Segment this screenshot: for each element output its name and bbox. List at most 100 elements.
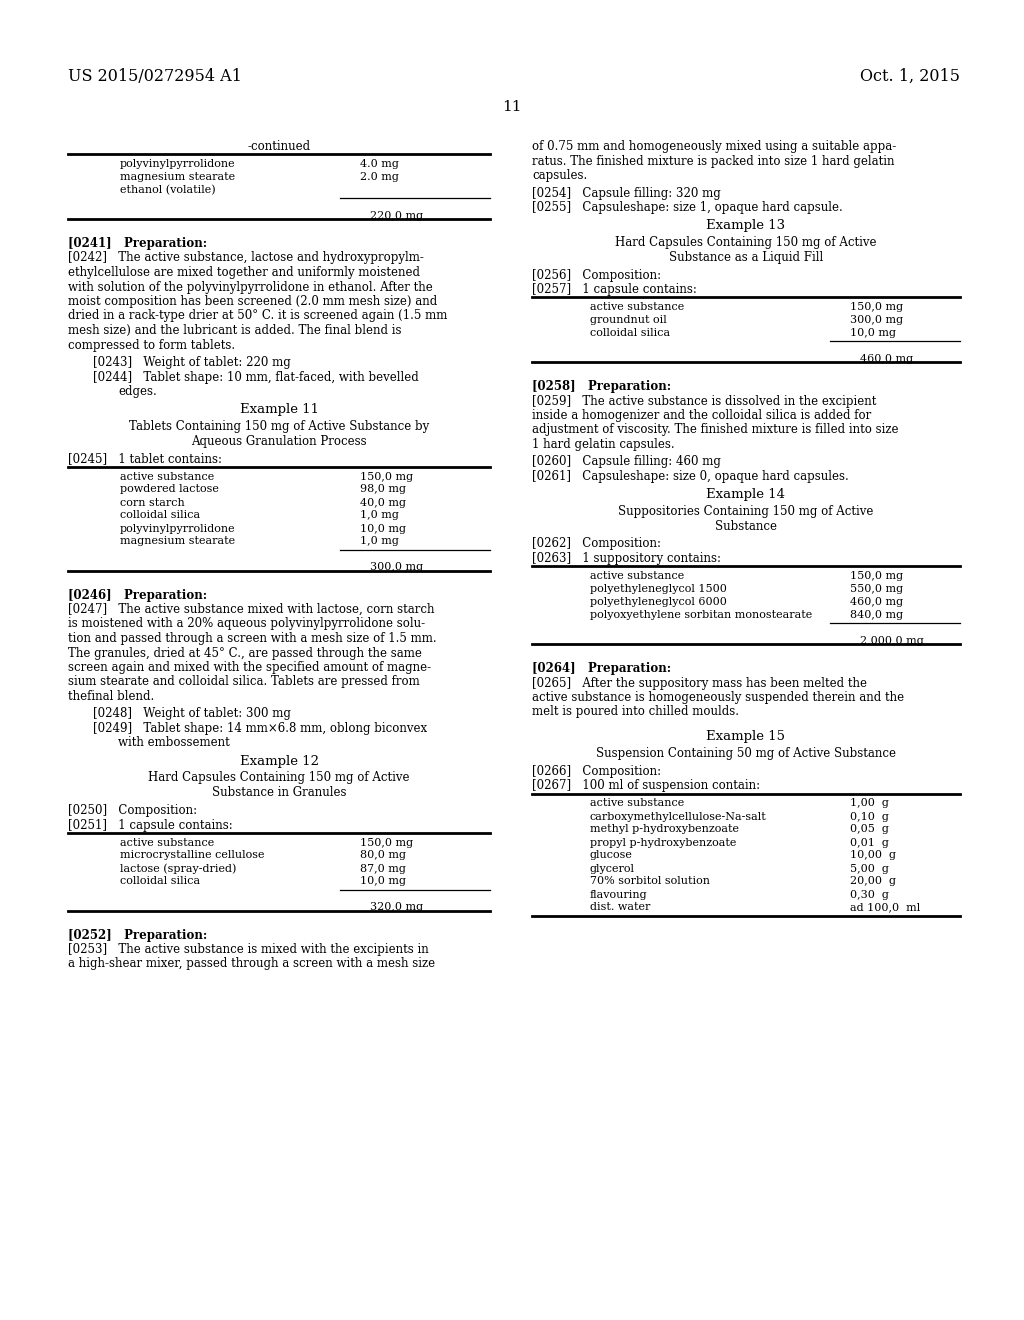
Text: [0247]   The active substance mixed with lactose, corn starch: [0247] The active substance mixed with l…	[68, 603, 434, 616]
Text: microcrystalline cellulose: microcrystalline cellulose	[120, 850, 264, 861]
Text: [0242]   The active substance, lactose and hydroxypropylm-: [0242] The active substance, lactose and…	[68, 252, 424, 264]
Text: 20,00  g: 20,00 g	[850, 876, 896, 887]
Text: polyoxyethylene sorbitan monostearate: polyoxyethylene sorbitan monostearate	[590, 610, 812, 620]
Text: 87,0 mg: 87,0 mg	[360, 863, 406, 874]
Text: 1,0 mg: 1,0 mg	[360, 536, 399, 546]
Text: [0252]   Preparation:: [0252] Preparation:	[68, 928, 207, 941]
Text: Suppositories Containing 150 mg of Active: Suppositories Containing 150 mg of Activ…	[618, 506, 873, 517]
Text: melt is poured into chilled moulds.: melt is poured into chilled moulds.	[532, 705, 739, 718]
Text: [0267]   100 ml of suspension contain:: [0267] 100 ml of suspension contain:	[532, 780, 760, 792]
Text: Tablets Containing 150 mg of Active Substance by: Tablets Containing 150 mg of Active Subs…	[129, 420, 429, 433]
Text: thefinal blend.: thefinal blend.	[68, 690, 155, 704]
Text: The granules, dried at 45° C., are passed through the same: The granules, dried at 45° C., are passe…	[68, 647, 422, 660]
Text: Aqueous Granulation Process: Aqueous Granulation Process	[191, 434, 367, 447]
Text: 10,0 mg: 10,0 mg	[850, 327, 896, 338]
Text: mesh size) and the lubricant is added. The final blend is: mesh size) and the lubricant is added. T…	[68, 323, 401, 337]
Text: [0259]   The active substance is dissolved in the excipient: [0259] The active substance is dissolved…	[532, 395, 877, 408]
Text: [0249]   Tablet shape: 14 mm×6.8 mm, oblong biconvex: [0249] Tablet shape: 14 mm×6.8 mm, oblon…	[93, 722, 427, 735]
Text: carboxymethylcellulose-Na-salt: carboxymethylcellulose-Na-salt	[590, 812, 767, 821]
Text: [0262]   Composition:: [0262] Composition:	[532, 537, 662, 550]
Text: active substance: active substance	[590, 799, 684, 808]
Text: Example 11: Example 11	[240, 403, 318, 416]
Text: magnesium stearate: magnesium stearate	[120, 536, 236, 546]
Text: 0,05  g: 0,05 g	[850, 825, 889, 834]
Text: 0,10  g: 0,10 g	[850, 812, 889, 821]
Text: 300,0 mg: 300,0 mg	[370, 562, 423, 573]
Text: 0,01  g: 0,01 g	[850, 837, 889, 847]
Text: 220,0 mg: 220,0 mg	[370, 211, 423, 220]
Text: 1,0 mg: 1,0 mg	[360, 511, 399, 520]
Text: 70% sorbitol solution: 70% sorbitol solution	[590, 876, 710, 887]
Text: Hard Capsules Containing 150 mg of Active: Hard Capsules Containing 150 mg of Activ…	[148, 771, 410, 784]
Text: edges.: edges.	[118, 385, 157, 399]
Text: [0245]   1 tablet contains:: [0245] 1 tablet contains:	[68, 453, 222, 466]
Text: 10,0 mg: 10,0 mg	[360, 524, 406, 533]
Text: 98,0 mg: 98,0 mg	[360, 484, 406, 495]
Text: Substance: Substance	[715, 520, 777, 532]
Text: magnesium stearate: magnesium stearate	[120, 172, 236, 182]
Text: compressed to form tablets.: compressed to form tablets.	[68, 338, 236, 351]
Text: [0255]   Capsuleshape: size 1, opaque hard capsule.: [0255] Capsuleshape: size 1, opaque hard…	[532, 201, 843, 214]
Text: [0260]   Capsule filling: 460 mg: [0260] Capsule filling: 460 mg	[532, 455, 721, 469]
Text: 80,0 mg: 80,0 mg	[360, 850, 406, 861]
Text: 150,0 mg: 150,0 mg	[360, 837, 413, 847]
Text: [0246]   Preparation:: [0246] Preparation:	[68, 589, 207, 602]
Text: 150,0 mg: 150,0 mg	[360, 471, 413, 482]
Text: 10,00  g: 10,00 g	[850, 850, 896, 861]
Text: 40,0 mg: 40,0 mg	[360, 498, 406, 507]
Text: 460,0 mg: 460,0 mg	[850, 597, 903, 607]
Text: 4.0 mg: 4.0 mg	[360, 158, 399, 169]
Text: with solution of the polyvinylpyrrolidone in ethanol. After the: with solution of the polyvinylpyrrolidon…	[68, 281, 433, 293]
Text: 2.0 mg: 2.0 mg	[360, 172, 399, 182]
Text: 300,0 mg: 300,0 mg	[850, 315, 903, 325]
Text: groundnut oil: groundnut oil	[590, 315, 667, 325]
Text: polyethyleneglycol 1500: polyethyleneglycol 1500	[590, 583, 727, 594]
Text: Example 13: Example 13	[707, 219, 785, 232]
Text: Substance as a Liquid Fill: Substance as a Liquid Fill	[669, 251, 823, 264]
Text: 5,00  g: 5,00 g	[850, 863, 889, 874]
Text: [0266]   Composition:: [0266] Composition:	[532, 766, 662, 777]
Text: 0,30  g: 0,30 g	[850, 890, 889, 899]
Text: [0264]   Preparation:: [0264] Preparation:	[532, 663, 671, 675]
Text: propyl p-hydroxybenzoate: propyl p-hydroxybenzoate	[590, 837, 736, 847]
Text: capsules.: capsules.	[532, 169, 587, 182]
Text: of 0.75 mm and homogeneously mixed using a suitable appa-: of 0.75 mm and homogeneously mixed using…	[532, 140, 896, 153]
Text: [0248]   Weight of tablet: 300 mg: [0248] Weight of tablet: 300 mg	[93, 708, 291, 721]
Text: 150,0 mg: 150,0 mg	[850, 572, 903, 581]
Text: ethanol (volatile): ethanol (volatile)	[120, 185, 216, 195]
Text: 460,0 mg: 460,0 mg	[860, 354, 913, 364]
Text: corn starch: corn starch	[120, 498, 184, 507]
Text: moist composition has been screened (2.0 mm mesh size) and: moist composition has been screened (2.0…	[68, 294, 437, 308]
Text: [0257]   1 capsule contains:: [0257] 1 capsule contains:	[532, 282, 697, 296]
Text: 150,0 mg: 150,0 mg	[850, 302, 903, 312]
Text: Suspension Containing 50 mg of Active Substance: Suspension Containing 50 mg of Active Su…	[596, 747, 896, 760]
Text: glucose: glucose	[590, 850, 633, 861]
Text: flavouring: flavouring	[590, 890, 647, 899]
Text: 550,0 mg: 550,0 mg	[850, 583, 903, 594]
Text: 1,00  g: 1,00 g	[850, 799, 889, 808]
Text: Example 15: Example 15	[707, 730, 785, 743]
Text: colloidal silica: colloidal silica	[120, 876, 200, 887]
Text: ethylcellulose are mixed together and uniformly moistened: ethylcellulose are mixed together and un…	[68, 267, 420, 279]
Text: [0261]   Capsuleshape: size 0, opaque hard capsules.: [0261] Capsuleshape: size 0, opaque hard…	[532, 470, 849, 483]
Text: polyethyleneglycol 6000: polyethyleneglycol 6000	[590, 597, 727, 607]
Text: tion and passed through a screen with a mesh size of 1.5 mm.: tion and passed through a screen with a …	[68, 632, 436, 645]
Text: Oct. 1, 2015: Oct. 1, 2015	[860, 69, 961, 84]
Text: 11: 11	[502, 100, 522, 114]
Text: screen again and mixed with the specified amount of magne-: screen again and mixed with the specifie…	[68, 661, 431, 675]
Text: colloidal silica: colloidal silica	[590, 327, 670, 338]
Text: [0243]   Weight of tablet: 220 mg: [0243] Weight of tablet: 220 mg	[93, 356, 291, 370]
Text: lactose (spray-dried): lactose (spray-dried)	[120, 863, 237, 874]
Text: [0254]   Capsule filling: 320 mg: [0254] Capsule filling: 320 mg	[532, 186, 721, 199]
Text: ratus. The finished mixture is packed into size 1 hard gelatin: ratus. The finished mixture is packed in…	[532, 154, 895, 168]
Text: [0256]   Composition:: [0256] Composition:	[532, 268, 662, 281]
Text: colloidal silica: colloidal silica	[120, 511, 200, 520]
Text: active substance: active substance	[590, 302, 684, 312]
Text: 320,0 mg: 320,0 mg	[370, 903, 423, 912]
Text: -continued: -continued	[248, 140, 310, 153]
Text: inside a homogenizer and the colloidal silica is added for: inside a homogenizer and the colloidal s…	[532, 409, 871, 422]
Text: sium stearate and colloidal silica. Tablets are pressed from: sium stearate and colloidal silica. Tabl…	[68, 676, 420, 689]
Text: with embossement: with embossement	[118, 737, 229, 750]
Text: [0251]   1 capsule contains:: [0251] 1 capsule contains:	[68, 818, 232, 832]
Text: active substance: active substance	[120, 471, 214, 482]
